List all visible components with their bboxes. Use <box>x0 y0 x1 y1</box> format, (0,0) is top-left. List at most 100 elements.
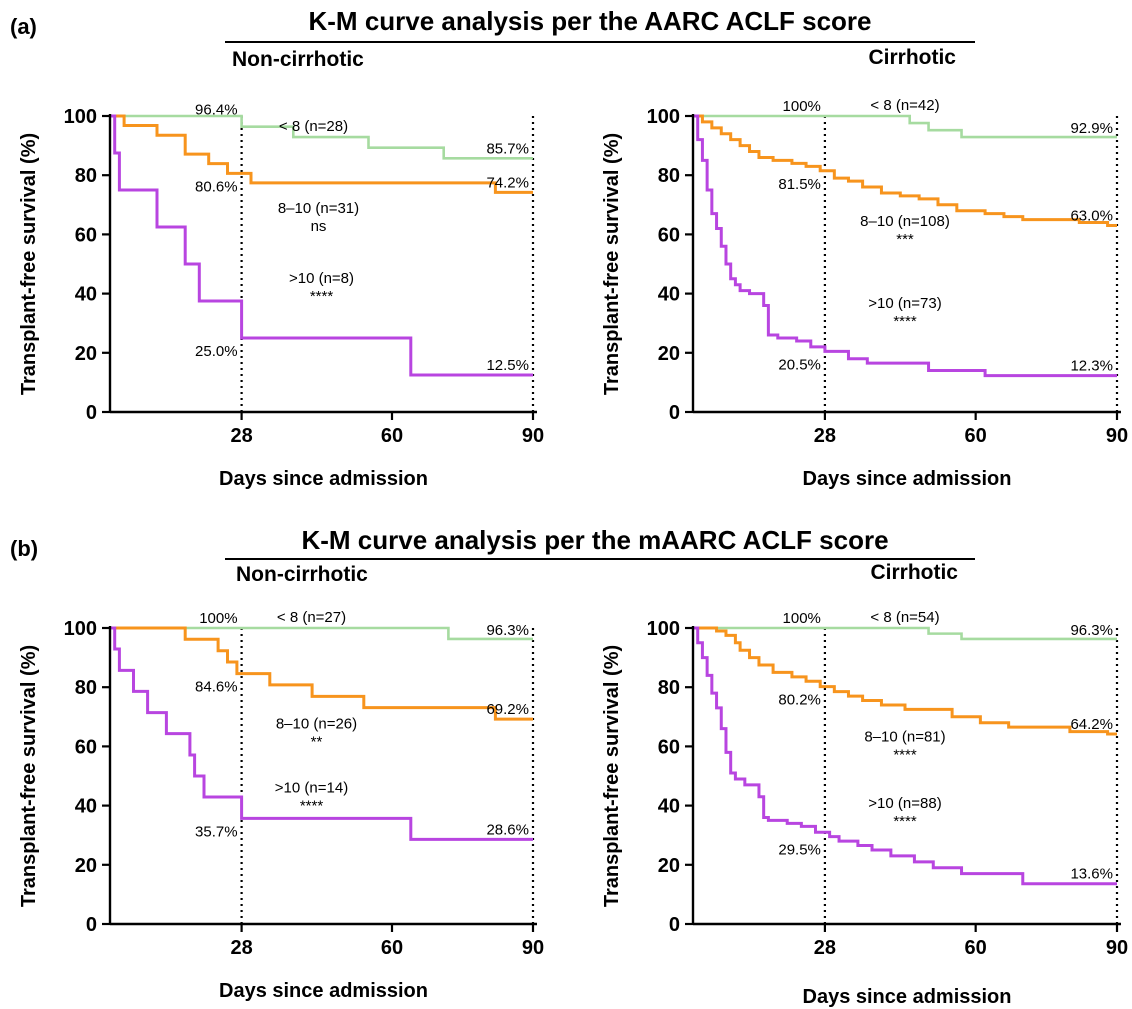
series-label-2: 8–10 (n=31) <box>278 200 359 217</box>
series-label-1: < 8 (n=42) <box>870 97 939 114</box>
series-label-3: >10 (n=8) <box>289 270 354 287</box>
y-tick-label: 100 <box>64 106 97 128</box>
survival-percent-label: 81.5% <box>778 176 821 193</box>
y-tick-label: 100 <box>64 618 97 640</box>
significance-label-2: ** <box>311 733 323 750</box>
y-tick-label: 0 <box>86 914 97 936</box>
survival-curve-1 <box>693 626 1117 641</box>
survival-percent-label: 92.9% <box>1070 120 1113 137</box>
survival-percent-label: 29.5% <box>778 842 821 859</box>
survival-curve-2 <box>110 114 533 194</box>
survival-curve-1 <box>693 114 1117 139</box>
y-tick-label: 60 <box>658 224 680 246</box>
section-b-left-heading: Non-cirrhotic <box>236 563 368 586</box>
x-tick-label: 60 <box>965 425 987 447</box>
chart-a-non-cirrhotic: 0 20 40 60 80 100 28 60 90 Days since admission Tr… <box>18 102 544 490</box>
survival-curve-1 <box>110 626 533 641</box>
y-tick-label: 0 <box>669 402 680 424</box>
y-tick-label: 40 <box>658 796 680 818</box>
significance-label-2: ns <box>311 218 327 235</box>
survival-percent-label: 96.4% <box>195 102 238 119</box>
survival-curve-2 <box>693 626 1117 736</box>
y-tick-label: 20 <box>658 343 680 365</box>
series-label-2: 8–10 (n=81) <box>864 728 945 745</box>
y-tick-label: 0 <box>669 914 680 936</box>
survival-curve-2 <box>110 626 533 721</box>
y-tick-label: 60 <box>75 736 97 758</box>
y-tick-label: 100 <box>647 106 680 128</box>
survival-percent-label: 12.5% <box>486 357 529 374</box>
y-tick-label: 40 <box>658 284 680 306</box>
survival-percent-label: 84.6% <box>195 679 238 696</box>
chart-b-non-cirrhotic: 0 20 40 60 80 100 28 60 90 Days since admission Tr… <box>18 609 544 1002</box>
survival-percent-label: 80.6% <box>195 178 238 195</box>
series-label-2: 8–10 (n=108) <box>860 213 950 230</box>
y-tick-label: 80 <box>658 677 680 699</box>
series-label-1: < 8 (n=54) <box>870 609 939 626</box>
section-a-label: (a) <box>10 14 37 39</box>
survival-percent-label: 100% <box>783 610 821 627</box>
survival-percent-label: 96.3% <box>1070 622 1113 639</box>
survival-percent-label: 74.2% <box>486 174 529 191</box>
significance-label-2: *** <box>896 231 914 248</box>
y-axis-label: Transplant-free survival (%) <box>18 133 40 395</box>
section-a-title: K-M curve analysis per the AARC ACLF sco… <box>309 6 872 36</box>
x-tick-label: 60 <box>965 937 987 959</box>
x-tick-label: 28 <box>814 937 836 959</box>
y-tick-label: 60 <box>75 224 97 246</box>
series-label-1: < 8 (n=27) <box>277 609 346 626</box>
y-axis-label: Transplant-free survival (%) <box>601 645 623 907</box>
survival-percent-label: 100% <box>199 610 237 627</box>
x-tick-label: 60 <box>381 425 403 447</box>
y-tick-label: 40 <box>75 284 97 306</box>
section-b-right-heading: Cirrhotic <box>870 561 958 584</box>
y-axis-label: Transplant-free survival (%) <box>18 645 40 907</box>
significance-label-3: **** <box>310 288 334 305</box>
series-label-3: >10 (n=88) <box>868 795 941 812</box>
survival-percent-label: 96.3% <box>486 622 529 639</box>
survival-percent-label: 69.2% <box>486 701 529 718</box>
chart-b-cirrhotic: 0 20 40 60 80 100 28 60 90 Days since admission Tr… <box>601 609 1128 1008</box>
x-axis-label: Days since admission <box>803 468 1012 490</box>
section-b-title: K-M curve analysis per the mAARC ACLF sc… <box>301 525 888 555</box>
survival-percent-label: 13.6% <box>1070 866 1113 883</box>
significance-label-2: **** <box>893 746 917 763</box>
survival-curve-3 <box>110 114 533 377</box>
x-tick-label: 90 <box>522 425 544 447</box>
survival-percent-label: 64.2% <box>1070 716 1113 733</box>
y-axis-label: Transplant-free survival (%) <box>601 133 623 395</box>
section-a-right-heading: Cirrhotic <box>868 46 956 69</box>
survival-percent-label: 25.0% <box>195 343 238 360</box>
survival-percent-label: 12.3% <box>1070 358 1113 375</box>
x-tick-label: 60 <box>381 937 403 959</box>
survival-curve-3 <box>693 114 1117 378</box>
y-tick-label: 100 <box>647 618 680 640</box>
x-axis-label: Days since admission <box>803 986 1012 1008</box>
section-a-left-heading: Non-cirrhotic <box>232 48 364 71</box>
series-label-3: >10 (n=14) <box>275 779 348 796</box>
y-tick-label: 40 <box>75 796 97 818</box>
x-tick-label: 28 <box>230 425 252 447</box>
significance-label-3: **** <box>893 313 917 330</box>
survival-percent-label: 28.6% <box>486 821 529 838</box>
y-tick-label: 80 <box>658 165 680 187</box>
x-tick-label: 90 <box>522 937 544 959</box>
y-tick-label: 80 <box>75 677 97 699</box>
x-tick-label: 28 <box>230 937 252 959</box>
survival-percent-label: 100% <box>783 98 821 115</box>
y-tick-label: 60 <box>658 736 680 758</box>
series-label-1: < 8 (n=28) <box>279 118 348 135</box>
x-tick-label: 28 <box>814 425 836 447</box>
survival-percent-label: 35.7% <box>195 823 238 840</box>
y-tick-label: 80 <box>75 165 97 187</box>
survival-percent-label: 80.2% <box>778 692 821 709</box>
survival-curve-3 <box>693 626 1117 886</box>
survival-percent-label: 85.7% <box>486 140 529 157</box>
x-tick-label: 90 <box>1106 425 1128 447</box>
x-axis-label: Days since admission <box>219 468 428 490</box>
section-b-label: (b) <box>10 536 38 561</box>
survival-percent-label: 63.0% <box>1070 208 1113 225</box>
series-label-2: 8–10 (n=26) <box>276 715 357 732</box>
significance-label-3: **** <box>893 813 917 830</box>
